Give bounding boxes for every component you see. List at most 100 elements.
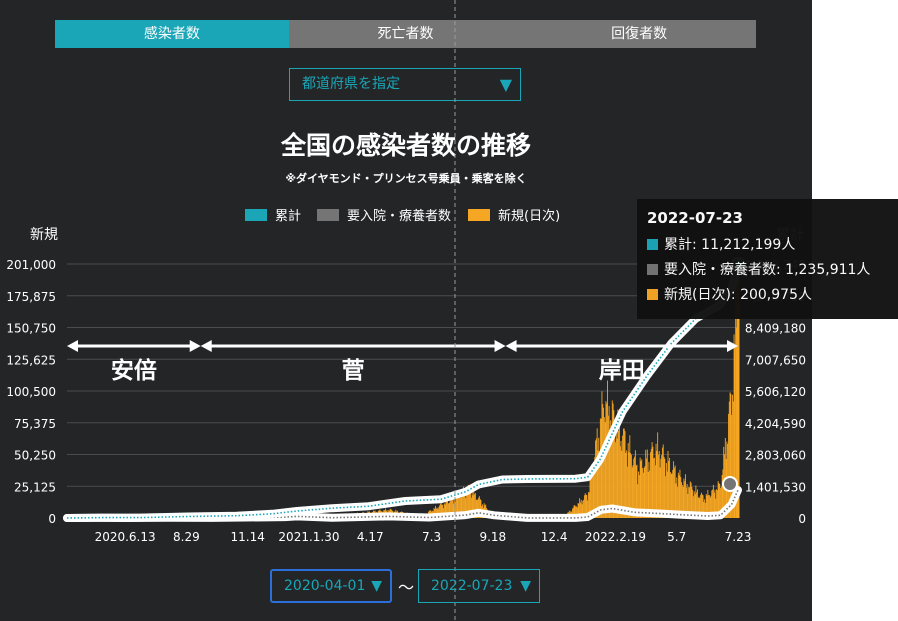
daily-bar <box>436 507 438 518</box>
daily-bar <box>454 499 456 518</box>
daily-bar <box>653 458 655 518</box>
daily-bar <box>680 476 682 518</box>
daily-bar <box>584 493 586 518</box>
daily-bar <box>638 475 640 518</box>
daily-bar <box>678 475 680 518</box>
daily-bar <box>447 500 448 518</box>
daily-bar <box>595 438 597 518</box>
term-label: 岸田 <box>599 358 645 384</box>
daily-bar <box>461 490 463 518</box>
daily-bar <box>715 498 717 518</box>
daily-bar <box>640 461 642 518</box>
daily-bar <box>732 401 734 518</box>
caret-down-icon: ▼ <box>520 578 531 594</box>
daily-bar <box>611 425 612 518</box>
chart-subtitle: ※ダイヤモンド・プリンセス号乗員・乗客を除く <box>285 172 527 185</box>
daily-bar <box>449 501 451 518</box>
right-tick-label: 2,803,060 <box>745 449 806 463</box>
date-from-select[interactable]: 2020-04-01 ▼ <box>270 569 392 603</box>
daily-bar <box>629 435 631 518</box>
daily-bar <box>628 452 630 518</box>
tab-recoveries[interactable]: 回復者数 <box>522 20 757 48</box>
daily-bar <box>470 497 472 518</box>
tab-deaths[interactable]: 死亡者数 <box>288 20 523 48</box>
daily-bar <box>665 463 667 518</box>
daily-bar <box>480 500 482 518</box>
daily-bar <box>478 497 480 518</box>
daily-bar <box>618 430 620 518</box>
x-tick-label: 2020.6.13 <box>95 530 156 544</box>
daily-bar <box>630 454 632 518</box>
daily-bar <box>722 469 724 518</box>
daily-bar <box>717 481 719 518</box>
daily-bar <box>595 440 597 518</box>
daily-bar <box>462 486 464 518</box>
daily-bar <box>718 483 720 518</box>
daily-bar <box>683 478 685 518</box>
daily-bar <box>660 458 662 518</box>
tooltip-date: 2022-07-23 <box>647 209 743 227</box>
daily-bar <box>460 497 462 518</box>
daily-bar <box>700 492 702 518</box>
prefecture-select[interactable]: 都道府県を指定 ▼ <box>289 68 521 101</box>
metric-tabs: 感染者数 死亡者数 回復者数 <box>55 20 757 48</box>
tab-infections[interactable]: 感染者数 <box>55 20 289 48</box>
daily-bar <box>689 481 691 518</box>
daily-bar <box>688 487 690 518</box>
x-tick-label: 7.3 <box>422 530 441 544</box>
daily-bar <box>623 428 625 518</box>
daily-bar <box>729 392 731 518</box>
daily-bar <box>697 497 699 518</box>
daily-bar <box>637 484 639 518</box>
x-tick-label: 7.23 <box>725 530 752 544</box>
daily-bar <box>736 327 737 518</box>
left-tick-label: 75,375 <box>14 417 56 431</box>
x-tick-label: 12.4 <box>541 530 568 544</box>
right-tick-label: 0 <box>798 512 806 526</box>
daily-bar <box>691 486 693 518</box>
axis-x: 2020.6.13 8.29 11.14 2021.1.30 4.17 7.3 9.18 12… <box>95 530 752 544</box>
daily-bar <box>578 503 580 518</box>
series-lines <box>63 260 742 522</box>
daily-bar <box>444 504 446 518</box>
daily-bar <box>619 415 620 518</box>
daily-bar <box>731 414 733 518</box>
legend-swatch <box>245 209 267 221</box>
daily-bar <box>572 508 573 518</box>
daily-bar <box>673 467 675 518</box>
daily-bar <box>590 475 592 518</box>
term-label: 安倍 <box>111 357 157 384</box>
daily-bar <box>645 449 647 518</box>
arrow-right-icon <box>189 340 201 352</box>
daily-bar <box>572 507 574 518</box>
daily-bar <box>617 409 619 518</box>
daily-bar <box>701 494 703 518</box>
daily-bar <box>707 490 709 518</box>
daily-bar <box>615 442 616 518</box>
daily-bar <box>457 491 459 518</box>
right-tick-label: 1,401,530 <box>745 480 806 494</box>
daily-bar <box>646 449 648 518</box>
daily-bar <box>466 489 468 518</box>
daily-bar <box>720 486 722 518</box>
daily-bar <box>452 496 454 518</box>
left-tick-label: 175,875 <box>6 290 56 304</box>
date-to-select[interactable]: 2022-07-23 ▼ <box>418 569 540 603</box>
daily-bar <box>685 487 687 518</box>
daily-bar <box>600 418 602 518</box>
daily-bar <box>661 455 663 518</box>
daily-bar <box>694 494 696 518</box>
x-tick-label: 4.17 <box>357 530 384 544</box>
daily-bar <box>622 428 624 518</box>
daily-bar <box>708 494 710 518</box>
series-line <box>66 263 739 519</box>
arrow-right-icon <box>494 340 506 352</box>
tooltip-cumulative: 累計: 11,212,199人 <box>664 237 796 253</box>
tooltip-daily: 新規(日次): 200,975人 <box>664 287 812 303</box>
daily-bar <box>708 495 710 518</box>
daily-bar <box>662 444 664 518</box>
daily-bar <box>671 473 673 518</box>
right-tick-label: 4,204,590 <box>745 417 806 431</box>
daily-bar <box>587 492 589 518</box>
daily-bar <box>657 432 659 518</box>
